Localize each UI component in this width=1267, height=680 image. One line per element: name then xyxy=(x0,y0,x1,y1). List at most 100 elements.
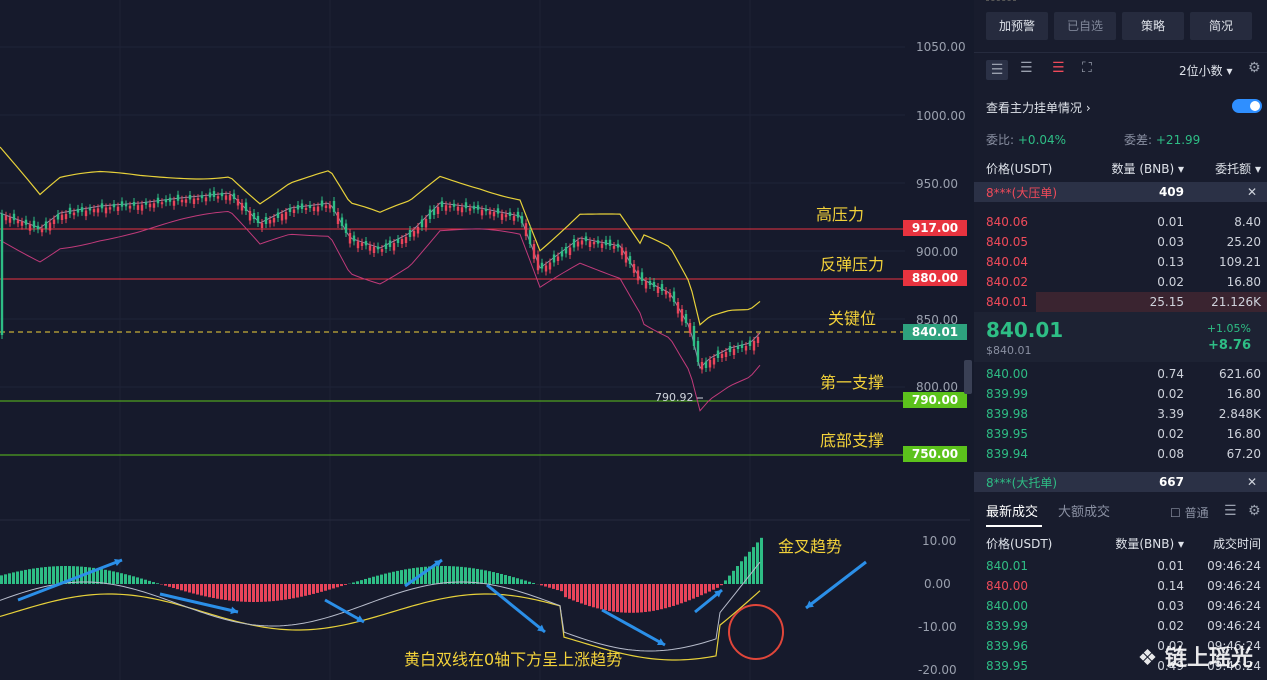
candle-body xyxy=(292,209,296,213)
strategy-button[interactable]: 策略 xyxy=(1122,12,1184,40)
table-row[interactable]: 839.94 0.08 67.20 xyxy=(986,444,1261,464)
settings-icon[interactable]: ⚙ xyxy=(1248,503,1261,519)
trade-time: 09:46:24 xyxy=(1207,659,1261,673)
macd-bar xyxy=(292,584,295,599)
candle-body xyxy=(720,354,724,358)
macd-bar xyxy=(284,584,287,600)
table-row[interactable]: 840.01 25.15 21.126K xyxy=(986,292,1267,312)
table-row[interactable]: 840.04 0.13 109.21 xyxy=(986,252,1261,272)
macd-bar xyxy=(324,584,327,591)
candle-body xyxy=(328,205,332,209)
table-row[interactable]: 840.01 0.01 09:46:24 xyxy=(986,556,1261,576)
macd-axis-tick: 10.00 xyxy=(922,534,957,548)
table-row[interactable]: 839.99 0.02 16.80 xyxy=(986,384,1261,404)
candle-body xyxy=(32,220,36,228)
candle-body xyxy=(140,204,144,211)
table-row[interactable]: 839.96 0.02 09:46:24 xyxy=(986,636,1261,656)
table-row[interactable]: 840.05 0.03 25.20 xyxy=(986,232,1261,252)
table-row[interactable]: 840.00 0.14 09:46:24 xyxy=(986,576,1261,596)
collapse-handle[interactable] xyxy=(964,360,972,394)
header-trade-qty-label: 数量(BNB) xyxy=(1115,536,1175,551)
macd-bar xyxy=(668,584,671,608)
tab-latest-trades[interactable]: 最新成交 xyxy=(986,505,1039,520)
candle-body xyxy=(684,314,688,323)
candle-body xyxy=(244,202,248,211)
price-axis-tick: 800.00 xyxy=(916,380,958,394)
candle-body xyxy=(20,221,24,226)
trade-time: 09:46:24 xyxy=(1207,639,1261,653)
macd-bar xyxy=(396,570,399,584)
close-icon[interactable]: ✕ xyxy=(1246,475,1257,489)
table-row[interactable]: 839.95 0.49 09:46:24 xyxy=(986,656,1261,676)
macd-bar xyxy=(720,584,723,586)
macd-bar xyxy=(172,584,175,589)
candle-body xyxy=(596,240,600,244)
candle-body xyxy=(312,207,316,211)
table-row[interactable]: 839.98 3.39 2.848K xyxy=(986,404,1261,424)
macd-bar xyxy=(376,575,379,584)
table-row[interactable]: 839.99 0.02 09:46:24 xyxy=(986,616,1261,636)
add-alert-button[interactable]: 加预警 xyxy=(986,12,1048,40)
view-main-orders-link[interactable]: 查看主力挂单情况 › xyxy=(986,99,1091,116)
price-tag-840: 840.01 xyxy=(903,324,967,340)
table-row[interactable]: 840.00 0.74 621.60 xyxy=(986,364,1261,384)
trade-time: 09:46:24 xyxy=(1207,619,1261,633)
orderbook-both-icon[interactable]: ☰ xyxy=(986,60,1008,80)
settings-icon[interactable]: ⚙ xyxy=(1248,60,1261,76)
orderbook-asks-icon[interactable]: ☰ xyxy=(1052,60,1065,76)
trade-qty: 0.02 xyxy=(1157,619,1184,633)
bid-qty: 0.02 xyxy=(1157,427,1184,441)
candle-body xyxy=(84,210,88,217)
annot-arrow xyxy=(159,592,239,614)
candle-body xyxy=(548,262,552,270)
macd-bar xyxy=(652,584,655,611)
close-icon[interactable]: ✕ xyxy=(1246,185,1257,199)
candle-body xyxy=(308,205,312,208)
table-row[interactable]: 839.95 0.02 16.80 xyxy=(986,424,1261,444)
candle-body xyxy=(588,241,592,247)
big-ask-bar[interactable]: 8***(大压单) 409 ✕ xyxy=(974,182,1267,202)
price-axis-tick: 1000.00 xyxy=(916,109,966,123)
macd-bar xyxy=(660,584,663,610)
candle-body xyxy=(492,212,496,217)
macd-bar xyxy=(328,584,331,590)
header-trade-qty[interactable]: 数量(BNB) ▾ xyxy=(1115,536,1184,551)
header-qty[interactable]: 数量 (BNB) ▾ xyxy=(1111,161,1184,176)
candle-body xyxy=(660,284,664,291)
ask-total: 21.126K xyxy=(1211,295,1261,309)
trade-price: 839.96 xyxy=(986,639,1028,653)
watchlist-button[interactable]: 已自选 xyxy=(1054,12,1116,40)
table-row[interactable]: 840.00 0.03 09:46:24 xyxy=(986,596,1261,616)
macd-bar xyxy=(244,584,247,602)
overview-button[interactable]: 简况 xyxy=(1190,12,1252,40)
trade-qty: 0.01 xyxy=(1157,559,1184,573)
macd-bar xyxy=(572,584,575,601)
ask-qty: 0.02 xyxy=(1157,275,1184,289)
level-label-key: 关键位 xyxy=(828,309,877,328)
ask-price: 840.01 xyxy=(986,295,1028,309)
price-tag-750: 750.00 xyxy=(903,446,967,462)
macd-bar xyxy=(96,568,99,584)
macd-bar xyxy=(224,584,227,600)
candle-body xyxy=(700,362,704,370)
fullscreen-icon[interactable]: ⛶ xyxy=(1082,60,1092,76)
table-row[interactable]: 840.06 0.01 8.40 xyxy=(986,212,1261,232)
macd-bar xyxy=(260,584,263,602)
tab-large-trades[interactable]: 大额成交 xyxy=(1058,505,1111,520)
filter-icon[interactable]: ☰ xyxy=(1224,503,1237,519)
header-total[interactable]: 委托额 ▾ xyxy=(1215,161,1261,176)
ask-price: 840.02 xyxy=(986,275,1028,289)
main-orders-toggle[interactable] xyxy=(1232,99,1262,113)
candle-body xyxy=(28,224,32,231)
macd-bar xyxy=(180,584,183,591)
kline-chart[interactable]: 1050.00 1000.00 950.00 900.00 850.00 800… xyxy=(0,0,972,680)
macd-bar xyxy=(440,566,443,584)
macd-bar xyxy=(128,575,131,584)
big-bid-bar[interactable]: 8***(大托单) 667 ✕ xyxy=(974,472,1267,492)
decimal-select[interactable]: 2位小数 ▾ xyxy=(1179,62,1233,79)
macd-bar xyxy=(556,584,559,591)
macd-bar xyxy=(360,580,363,584)
orderbook-bids-icon[interactable]: ☰ xyxy=(1020,60,1033,76)
normal-checkbox[interactable]: ☐ 普通 xyxy=(1170,504,1209,521)
table-row[interactable]: 840.02 0.02 16.80 xyxy=(986,272,1261,292)
